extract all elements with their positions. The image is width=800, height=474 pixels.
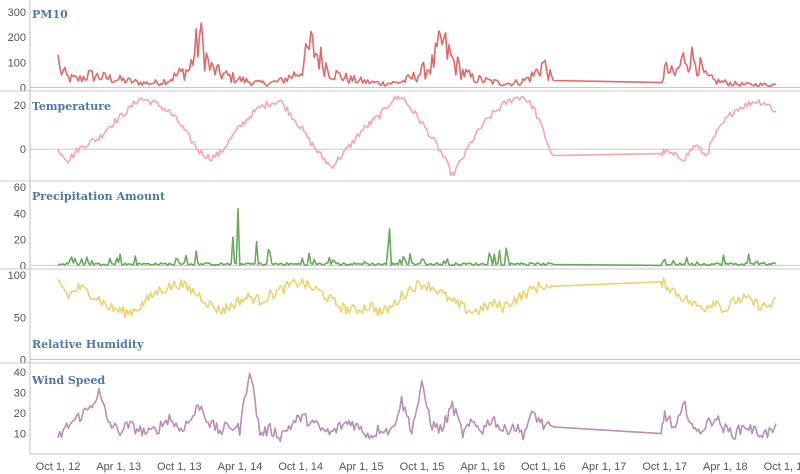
y-tick-label: 20 (14, 100, 26, 112)
x-tick-label: Oct 1, 12 (36, 461, 81, 473)
y-tick-label: 40 (14, 208, 26, 220)
y-tick-label: 100 (8, 57, 26, 69)
y-tick-label: 30 (14, 388, 26, 400)
panel-title: Wind Speed (31, 374, 105, 387)
y-tick-label: 50 (14, 312, 26, 324)
y-tick-label: 60 (14, 182, 26, 194)
x-tick-label: Apr 1, 13 (96, 461, 141, 473)
y-tick-label: 20 (14, 234, 26, 246)
x-tick-label: Oct 1, 18 (764, 461, 800, 473)
y-tick-label: 10 (14, 429, 26, 441)
panel-relative-humidity: 0 50 100 Relative Humidity (0, 270, 800, 366)
x-tick-label: Oct 1, 15 (400, 461, 445, 473)
x-tick-label: Oct 1, 17 (642, 461, 687, 473)
panel-title: Relative Humidity (32, 338, 144, 351)
x-tick-label: Oct 1, 14 (278, 461, 323, 473)
panel-title: PM10 (32, 8, 68, 21)
series-line (57, 372, 777, 443)
x-tick-label: Apr 1, 18 (703, 461, 748, 473)
x-tick-label: Apr 1, 17 (582, 461, 627, 473)
y-tick-label: 40 (14, 367, 26, 379)
y-tick-label: 0 (20, 144, 26, 156)
series-line (57, 95, 777, 177)
y-tick-label: 0 (20, 260, 26, 272)
panel-pm10: 0 100 200 300 PM10 (0, 7, 800, 94)
x-tick-label: Oct 1, 13 (157, 461, 202, 473)
x-tick-label: Oct 1, 16 (521, 461, 566, 473)
y-tick-label: 0 (20, 82, 26, 94)
series-line (57, 22, 777, 87)
panel-wind-speed: 10 20 30 40 Wind Speed (14, 367, 777, 443)
y-tick-label: 0 (20, 354, 26, 366)
series-line (57, 207, 777, 267)
panel-temperature: 0 20 Temperature (0, 95, 800, 182)
panel-precipitation-amount: 0 20 40 60 Precipitation Amount (0, 182, 800, 272)
panel-title: Temperature (32, 100, 111, 113)
series-line (57, 276, 777, 319)
y-tick-label: 300 (8, 7, 26, 19)
y-tick-label: 100 (8, 270, 26, 282)
x-tick-label: Apr 1, 16 (460, 461, 505, 473)
y-tick-label: 200 (8, 32, 26, 44)
y-tick-label: 20 (14, 408, 26, 420)
x-tick-label: Apr 1, 14 (218, 461, 263, 473)
panel-title: Precipitation Amount (32, 190, 166, 203)
x-tick-label: Apr 1, 15 (339, 461, 384, 473)
